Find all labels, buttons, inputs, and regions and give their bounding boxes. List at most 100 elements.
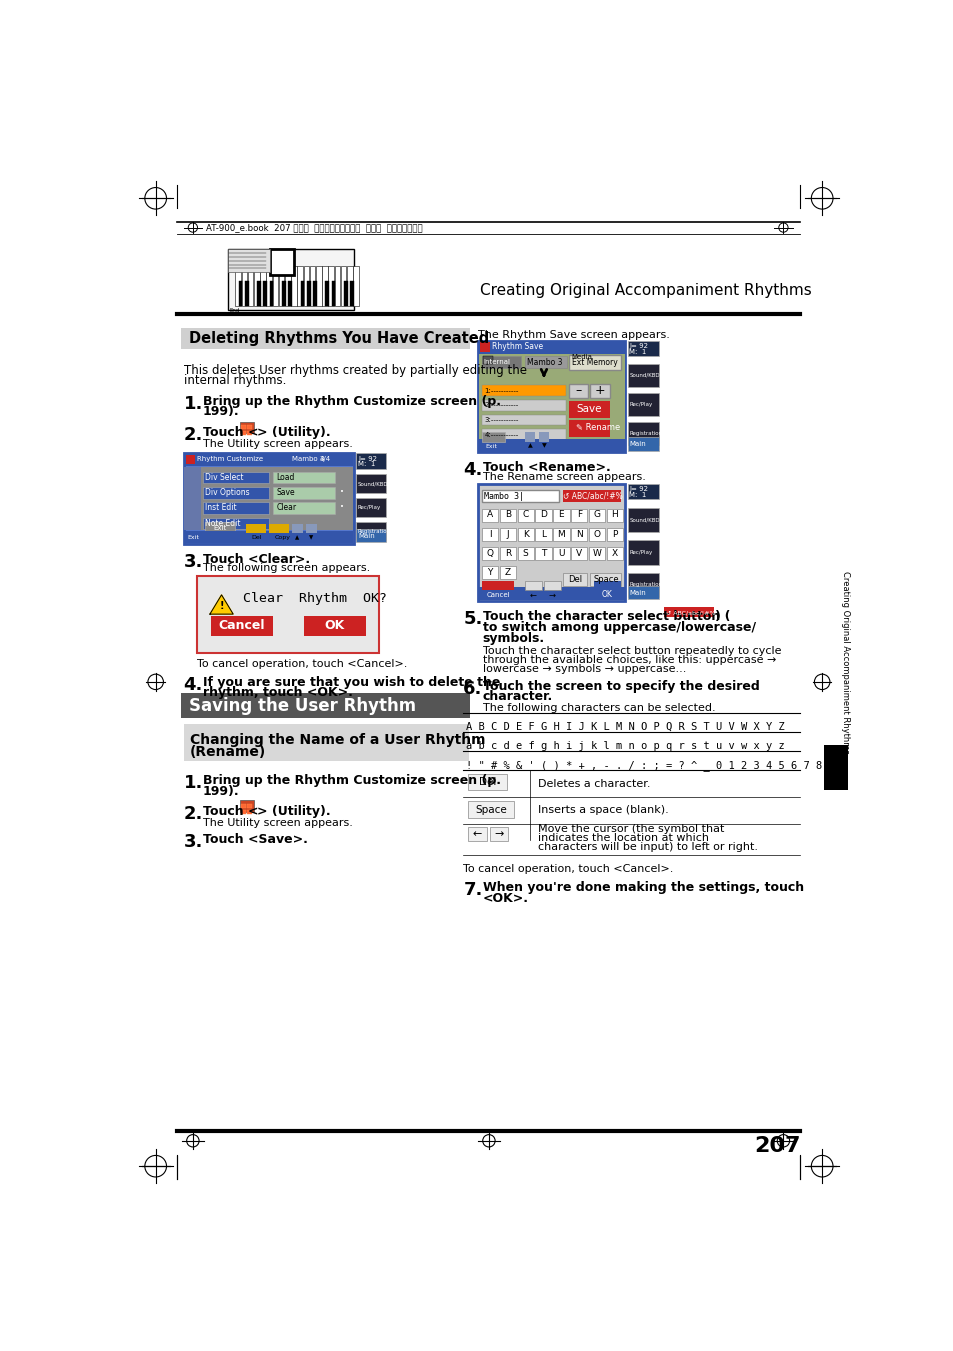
Bar bbox=[535, 508, 551, 521]
Bar bbox=[297, 266, 303, 307]
Text: ←: ← bbox=[472, 830, 481, 839]
Bar bbox=[310, 266, 315, 307]
Text: through the available choices, like this: uppercase →: through the available choices, like this… bbox=[482, 655, 776, 665]
Bar bbox=[543, 581, 560, 590]
Text: Mambo 3: Mambo 3 bbox=[526, 358, 562, 367]
Text: Y: Y bbox=[487, 567, 493, 577]
Text: to switch among uppercase/lowercase/: to switch among uppercase/lowercase/ bbox=[482, 621, 755, 634]
Text: 5.: 5. bbox=[463, 611, 482, 628]
Text: X: X bbox=[611, 549, 618, 558]
Text: lowercase → symbols → uppercase...: lowercase → symbols → uppercase... bbox=[482, 665, 685, 674]
Text: To cancel operation, touch <Cancel>.: To cancel operation, touch <Cancel>. bbox=[463, 865, 673, 874]
Text: When you're done making the settings, touch: When you're done making the settings, to… bbox=[482, 881, 803, 894]
Bar bbox=[489, 827, 508, 842]
Bar bbox=[477, 484, 624, 601]
Text: Exit: Exit bbox=[485, 443, 497, 449]
Bar bbox=[241, 804, 245, 808]
Text: N: N bbox=[576, 530, 582, 539]
Bar bbox=[499, 566, 516, 580]
Bar bbox=[553, 508, 569, 521]
Text: 4.: 4. bbox=[183, 676, 203, 693]
Bar bbox=[181, 693, 470, 719]
Bar bbox=[481, 490, 558, 503]
Text: K: K bbox=[522, 530, 528, 539]
Text: AT-900_e.book  207 ページ  ２００７年９月７日  金曜日  午前８時４３分: AT-900_e.book 207 ページ ２００７年９月７日 金曜日 午前８時… bbox=[206, 223, 422, 232]
Text: Del: Del bbox=[478, 777, 496, 788]
Text: 1.: 1. bbox=[183, 774, 203, 792]
Text: Registration: Registration bbox=[357, 530, 391, 534]
Bar bbox=[571, 508, 587, 521]
Bar bbox=[571, 528, 587, 540]
Text: The Utility screen appears.: The Utility screen appears. bbox=[203, 819, 353, 828]
Text: J= 92: J= 92 bbox=[629, 343, 647, 349]
Bar bbox=[478, 340, 624, 354]
Text: Bring up the Rhythm Customize screen (p.: Bring up the Rhythm Customize screen (p. bbox=[203, 394, 500, 408]
Text: Cancel: Cancel bbox=[486, 592, 510, 598]
Bar bbox=[478, 439, 624, 451]
Text: Clear  Rhythm  OK?: Clear Rhythm OK? bbox=[243, 592, 387, 605]
Bar bbox=[203, 488, 269, 499]
Bar bbox=[356, 521, 385, 540]
Bar bbox=[228, 249, 270, 273]
Text: Copy: Copy bbox=[274, 535, 290, 540]
Text: Cancel: Cancel bbox=[218, 619, 265, 632]
Text: 3.: 3. bbox=[183, 832, 203, 851]
Bar bbox=[203, 471, 269, 484]
Text: Note Edit: Note Edit bbox=[205, 519, 240, 528]
Text: Rec/Play: Rec/Play bbox=[629, 403, 652, 407]
Text: Touch the character select button repeatedly to cycle: Touch the character select button repeat… bbox=[482, 646, 781, 655]
Text: Touch <: Touch < bbox=[203, 426, 258, 439]
Text: symbols.: symbols. bbox=[482, 632, 544, 644]
Text: Touch <Rename>.: Touch <Rename>. bbox=[482, 461, 610, 474]
Bar bbox=[241, 809, 245, 813]
Text: Save: Save bbox=[576, 404, 601, 415]
Text: B: B bbox=[504, 511, 511, 519]
Bar bbox=[238, 281, 242, 307]
Bar bbox=[313, 281, 316, 307]
Text: 6.: 6. bbox=[463, 680, 482, 697]
Bar bbox=[627, 423, 658, 446]
Text: 199).: 199). bbox=[203, 405, 239, 419]
Text: ! " # % & ' ( ) * + , - . / : ; = ? ^ _ 0 1 2 3 4 5 6 7 8 9: ! " # % & ' ( ) * + , - . / : ; = ? ^ _ … bbox=[465, 761, 834, 771]
Bar bbox=[291, 266, 296, 307]
Text: Ext Memory: Ext Memory bbox=[572, 358, 618, 367]
Text: If you are sure that you wish to delete the: If you are sure that you wish to delete … bbox=[203, 676, 499, 689]
Bar bbox=[205, 523, 234, 532]
Bar bbox=[184, 467, 201, 530]
Bar bbox=[568, 420, 609, 436]
Text: Move the cursor (the symbol that: Move the cursor (the symbol that bbox=[537, 824, 723, 834]
Bar bbox=[278, 266, 284, 307]
Text: •: • bbox=[340, 504, 344, 511]
Text: F: F bbox=[576, 511, 581, 519]
Bar bbox=[594, 581, 620, 590]
Bar bbox=[481, 430, 565, 440]
Text: End: End bbox=[229, 308, 239, 312]
Text: I: I bbox=[488, 530, 491, 539]
Bar bbox=[562, 573, 586, 586]
Text: +: + bbox=[594, 384, 604, 397]
Bar bbox=[478, 588, 624, 600]
Text: character.: character. bbox=[482, 690, 553, 704]
Text: →: → bbox=[494, 830, 503, 839]
Bar bbox=[627, 340, 658, 357]
Text: (Rename): (Rename) bbox=[190, 744, 266, 759]
Bar bbox=[483, 357, 493, 363]
Bar bbox=[481, 400, 565, 411]
Text: Changing the Name of a User Rhythm: Changing the Name of a User Rhythm bbox=[190, 734, 485, 747]
Bar bbox=[350, 281, 354, 307]
Text: Del: Del bbox=[567, 576, 581, 584]
Text: Touch <: Touch < bbox=[203, 805, 258, 819]
Bar bbox=[270, 249, 294, 274]
Text: ▲: ▲ bbox=[295, 535, 299, 540]
Bar bbox=[571, 547, 587, 561]
Bar bbox=[627, 508, 658, 532]
Bar bbox=[257, 281, 261, 307]
Text: Rec/Play: Rec/Play bbox=[629, 550, 652, 555]
Text: M:  1: M: 1 bbox=[357, 461, 375, 467]
Text: Save: Save bbox=[276, 488, 294, 497]
Bar bbox=[517, 508, 534, 521]
Text: Creating Original Accompaniment Rhythms: Creating Original Accompaniment Rhythms bbox=[480, 284, 811, 299]
Bar bbox=[353, 266, 358, 307]
Bar bbox=[306, 524, 316, 534]
Text: M:  1: M: 1 bbox=[629, 349, 646, 354]
